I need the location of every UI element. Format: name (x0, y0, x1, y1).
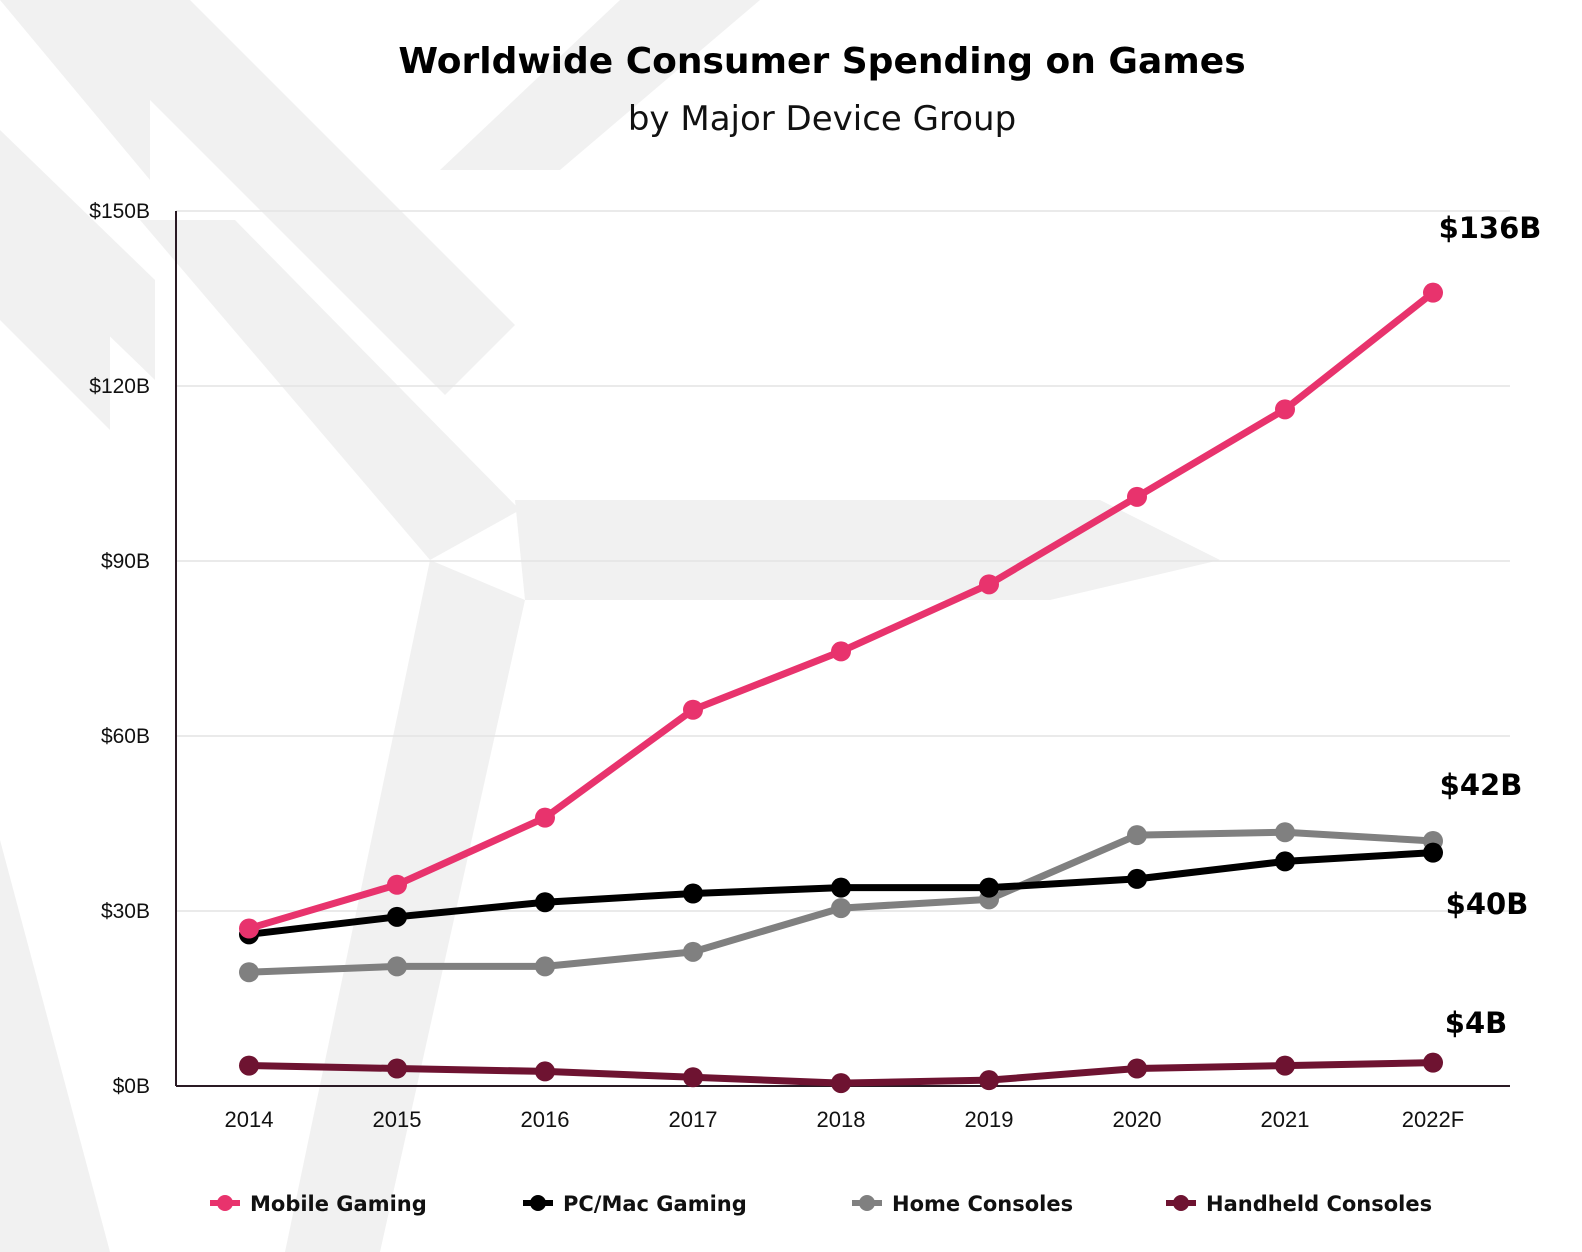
legend-label: Home Consoles (892, 1192, 1073, 1216)
y-tick-label: $90B (101, 550, 150, 573)
data-point (387, 956, 407, 977)
y-tick-label: $30B (101, 900, 150, 923)
data-point (1423, 1052, 1443, 1073)
series-lines (239, 282, 1443, 1094)
data-point (1275, 822, 1295, 843)
data-point (683, 941, 703, 962)
background-watermark (0, 0, 1220, 1252)
legend-item: PC/Mac Gaming (523, 1192, 747, 1216)
x-tick-label: 2015 (373, 1107, 422, 1132)
x-tick-label: 2019 (965, 1107, 1014, 1132)
legend-swatch-dot (1173, 1195, 1189, 1211)
data-point (239, 962, 259, 983)
y-tick-label: $60B (101, 725, 150, 748)
end-label: $40B (1446, 887, 1529, 921)
data-point (683, 1067, 703, 1088)
series-mobile-gaming (239, 282, 1443, 939)
y-tick-label: $120B (89, 375, 150, 398)
data-point (1275, 851, 1295, 872)
data-point (239, 1055, 259, 1076)
data-point (1127, 486, 1147, 507)
x-tick-label: 2017 (669, 1107, 718, 1132)
series-home-consoles (239, 822, 1443, 983)
x-tick-label: 2018 (817, 1107, 866, 1132)
data-point (1127, 825, 1147, 846)
legend-swatch-dot (530, 1195, 546, 1211)
legend-swatch-dot (217, 1195, 233, 1211)
x-tick-label: 2022F (1402, 1107, 1464, 1132)
data-point (831, 1073, 851, 1094)
chart-title: Worldwide Consumer Spending on Games (398, 41, 1245, 82)
data-point (239, 918, 259, 939)
legend: Mobile Gaming PC/Mac Gaming Home Consoles H… (210, 1192, 1432, 1216)
x-axis-ticks: 2014 2015 2016 2017 2018 2019 2020 2021 2022F (225, 1107, 1465, 1132)
data-point (979, 877, 999, 898)
data-point (1423, 842, 1443, 863)
data-point (387, 874, 407, 895)
legend-label: Handheld Consoles (1206, 1192, 1432, 1216)
data-point (683, 699, 703, 720)
legend-label: PC/Mac Gaming (563, 1192, 747, 1216)
data-point (831, 641, 851, 662)
data-point (535, 807, 555, 828)
legend-item: Handheld Consoles (1166, 1192, 1432, 1216)
data-point (979, 574, 999, 595)
end-label: $4B (1445, 1006, 1507, 1040)
chart-subtitle: by Major Device Group (628, 99, 1016, 139)
series-handheld-consoles (239, 1052, 1443, 1094)
x-tick-label: 2014 (225, 1107, 274, 1132)
data-point (387, 906, 407, 927)
data-point (1127, 868, 1147, 889)
legend-label: Mobile Gaming (250, 1192, 427, 1216)
legend-item: Mobile Gaming (210, 1192, 427, 1216)
data-point (535, 892, 555, 913)
data-point (1275, 1055, 1295, 1076)
data-point (1423, 282, 1443, 303)
data-point (831, 877, 851, 898)
data-point (535, 1061, 555, 1082)
data-point (387, 1058, 407, 1079)
legend-swatch-dot (859, 1195, 875, 1211)
y-tick-label: $150B (89, 200, 150, 223)
data-point (831, 898, 851, 919)
data-point (1275, 399, 1295, 420)
data-point (1127, 1058, 1147, 1079)
x-tick-label: 2020 (1113, 1107, 1162, 1132)
end-labels: $136B $40B $42B $4B (1439, 211, 1542, 1040)
y-axis-ticks: $0B $30B $60B $90B $120B $150B (89, 200, 150, 1098)
x-tick-label: 2021 (1261, 1107, 1310, 1132)
data-point (535, 956, 555, 977)
end-label: $136B (1439, 211, 1542, 245)
end-label: $42B (1440, 768, 1523, 802)
data-point (683, 883, 703, 904)
legend-item: Home Consoles (852, 1192, 1073, 1216)
x-tick-label: 2016 (521, 1107, 570, 1132)
y-tick-label: $0B (113, 1075, 150, 1098)
data-point (979, 1070, 999, 1091)
